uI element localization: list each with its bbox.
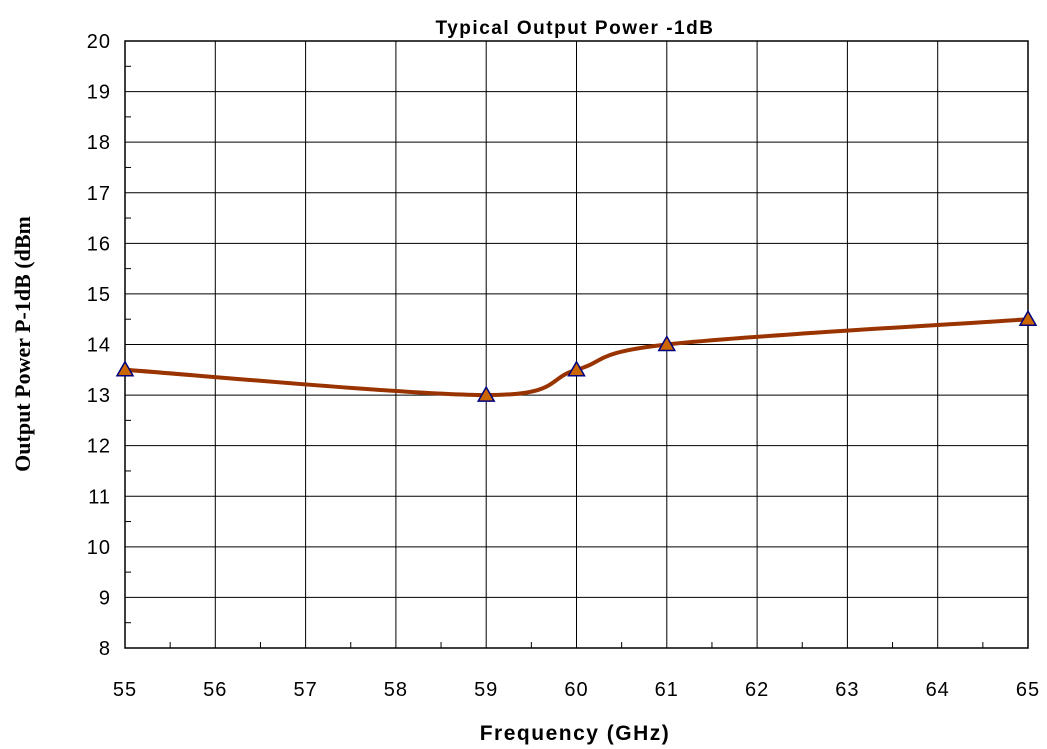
y-tick-label: 13 (87, 385, 111, 407)
y-tick-label: 12 (87, 436, 111, 458)
y-tick-label: 18 (87, 132, 111, 154)
chart-title: Typical Output Power -1dB (436, 18, 715, 39)
data-point-marker (476, 385, 496, 402)
x-tick-label: 55 (113, 679, 137, 701)
y-tick-label: 14 (87, 335, 111, 357)
x-tick-label: 59 (474, 679, 498, 701)
plot-area (124, 40, 1029, 649)
data-point-marker (657, 334, 677, 352)
x-tick-label: 64 (926, 679, 950, 701)
y-tick-label: 11 (88, 486, 111, 508)
data-series (115, 309, 1038, 402)
data-point-marker (567, 360, 586, 377)
data-point-marker (115, 360, 135, 377)
x-tick-label: 65 (1016, 679, 1040, 701)
x-tick-label: 60 (564, 679, 588, 701)
y-tick-label: 8 (99, 638, 111, 660)
y-tick-label: 16 (87, 233, 111, 255)
y-tick-label: 15 (87, 284, 111, 306)
x-tick-label: 62 (745, 679, 769, 701)
x-tick-labels: 55 56 57 58 59 60 61 62 63 64 65 (113, 679, 1040, 701)
y-tick-label: 10 (87, 537, 111, 559)
y-axis-label: Output Power P-1dB (dBm (10, 216, 35, 472)
x-tick-label: 63 (835, 679, 859, 701)
y-tick-label: 20 (87, 31, 111, 53)
minor-ticks (125, 65, 984, 648)
x-tick-label: 61 (655, 679, 679, 701)
x-tick-label: 56 (203, 679, 227, 701)
y-tick-labels: 8 9 10 11 12 13 14 15 16 17 18 19 20 (87, 31, 111, 660)
y-tick-label: 9 (99, 587, 111, 609)
y-tick-label: 19 (87, 82, 111, 104)
x-axis-label: Frequency (GHz) (480, 722, 671, 745)
data-point-marker (1018, 309, 1038, 326)
x-tick-label: 57 (293, 679, 317, 701)
x-tick-label: 58 (384, 679, 408, 701)
y-tick-label: 17 (87, 183, 111, 205)
gridlines (125, 41, 1028, 648)
